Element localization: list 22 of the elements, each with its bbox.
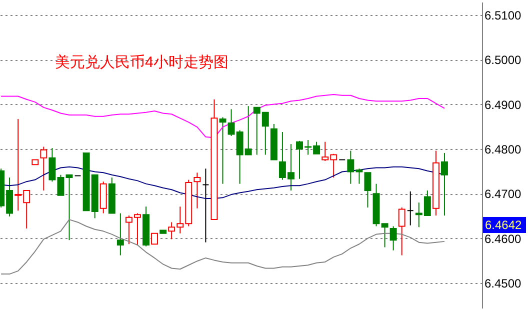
candlestick bbox=[219, 116, 226, 184]
candlestick bbox=[381, 223, 388, 248]
y-tick-label: 6.4700 bbox=[484, 187, 522, 202]
line-series bbox=[0, 94, 445, 138]
text: 美元兑人民币4小时走势图 bbox=[55, 54, 228, 71]
candlestick bbox=[202, 168, 210, 243]
y-tick-label: 6.4600 bbox=[484, 232, 522, 246]
y-tick-label: 6.4800 bbox=[484, 142, 522, 156]
y-tick-label: 6.5000 bbox=[484, 53, 522, 68]
candlestick bbox=[151, 232, 158, 245]
candlestick bbox=[66, 174, 73, 241]
candlestick bbox=[116, 212, 124, 256]
candlestick bbox=[440, 152, 448, 216]
candlestick bbox=[406, 190, 414, 226]
y-tick-label: 6.4500 bbox=[484, 276, 522, 290]
y-tick-label: 6.4900 bbox=[484, 98, 522, 112]
candlestick bbox=[390, 226, 397, 251]
y-tick-label: 6.5100 bbox=[484, 8, 522, 22]
candlestick bbox=[40, 146, 48, 192]
text: 6.4642 bbox=[485, 218, 522, 232]
candlestick bbox=[194, 172, 201, 209]
candlestick bbox=[398, 206, 406, 256]
